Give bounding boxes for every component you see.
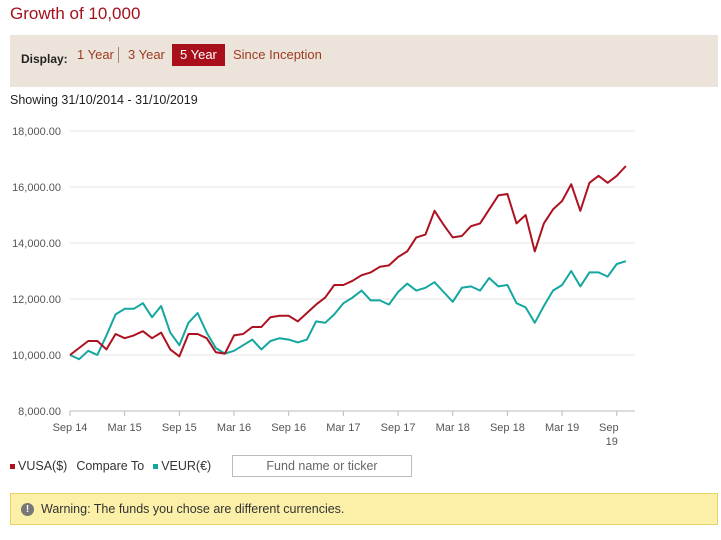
vusa-series-line: [69, 165, 627, 358]
range-separator: [118, 47, 119, 63]
veur-series-line: [69, 260, 627, 361]
display-range-bar: Display: 1 Year 3 Year 5 Year Since Ince…: [10, 35, 718, 87]
legend-item-veur[interactable]: VEUR(€): [153, 459, 211, 473]
range-5-year-button[interactable]: 5 Year: [172, 44, 225, 66]
x-tick-label: Sep 18: [490, 422, 525, 434]
legend-label-vusa: VUSA($): [18, 459, 68, 473]
y-tick-label: 18,000.00: [12, 126, 61, 138]
date-range-text: Showing 31/10/2014 - 31/10/2019: [10, 93, 198, 107]
range-1-year-button[interactable]: 1 Year: [77, 47, 114, 62]
display-label: Display:: [21, 52, 68, 66]
y-tick-label: 16,000.00: [12, 182, 61, 194]
y-tick-label: 12,000.00: [12, 294, 61, 306]
x-tick-label: Mar 15: [108, 422, 142, 434]
x-tick-label: Mar 18: [436, 422, 470, 434]
compare-to-label: Compare To: [76, 459, 145, 473]
warning-text: Warning: The funds you chose are differe…: [41, 502, 345, 516]
x-tick-label: Mar 16: [217, 422, 251, 434]
vusa-swatch-icon: [10, 463, 15, 469]
range-3-year-button[interactable]: 3 Year: [128, 47, 165, 62]
currency-warning: ! Warning: The funds you chose are diffe…: [10, 493, 718, 525]
growth-chart: 8,000.00 10,000.00 12,000.00 14,000.00 16,00…: [12, 126, 635, 448]
y-tick-label: 10,000.00: [12, 350, 61, 362]
x-tick-label: Mar 19: [545, 422, 579, 434]
page-title: Growth of 10,000: [10, 4, 141, 23]
x-tick-label: Sep 16: [271, 422, 306, 434]
x-tick-label: Sep 14: [53, 422, 88, 434]
y-tick-label: 14,000.00: [12, 238, 61, 250]
veur-swatch-icon: [153, 463, 159, 469]
x-tick-label: Sep 17: [381, 422, 416, 434]
x-tick-label: Mar 17: [326, 422, 360, 434]
exclamation-icon: !: [21, 502, 34, 516]
range-since-inception-button[interactable]: Since Inception: [233, 47, 322, 62]
y-tick-label: 8,000.00: [18, 406, 61, 418]
chart-legend: VUSA($) Compare To VEUR(€): [10, 456, 220, 476]
x-tick-label: Sep 15: [162, 422, 197, 434]
x-tick-label: Sep 19: [599, 422, 619, 448]
legend-item-vusa[interactable]: VUSA($): [10, 459, 67, 473]
legend-label-veur: VEUR(€): [161, 459, 212, 473]
fund-search-input[interactable]: [232, 455, 412, 477]
